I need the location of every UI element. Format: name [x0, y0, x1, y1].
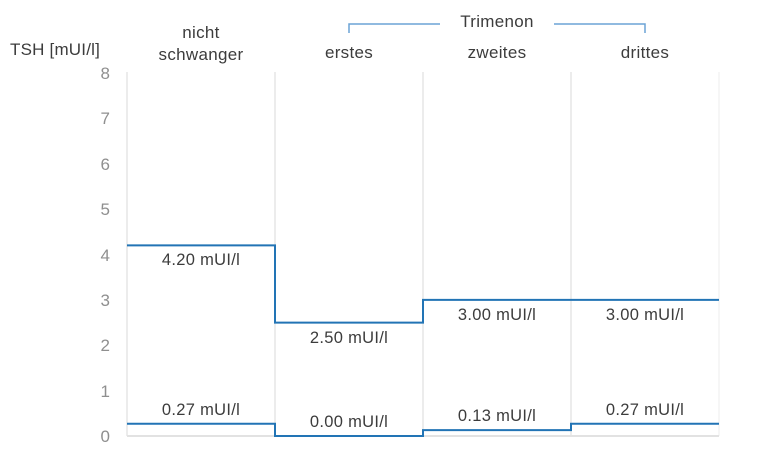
y-tick-label: 3 — [100, 290, 110, 310]
upper-limit-value-label: 2.50 mUI/l — [309, 328, 389, 347]
lower-limit-value-label: 0.27 mUI/l — [605, 400, 685, 419]
y-tick-label: 6 — [100, 154, 110, 174]
y-tick-label: 0 — [100, 427, 110, 446]
y-tick-label: 8 — [100, 64, 110, 83]
upper-limit-value-label: 4.20 mUI/l — [161, 251, 241, 270]
upper-limit-value-label: 3.00 mUI/l — [605, 305, 685, 324]
y-tick-label: 4 — [100, 245, 110, 265]
lower-limit-value-label: 0.27 mUI/l — [161, 400, 241, 419]
upper-limit-step-line — [127, 244, 719, 324]
y-tick-label: 7 — [100, 109, 110, 129]
column-header-drittes: drittes — [620, 43, 670, 62]
column-header-zweites: zweites — [467, 43, 527, 62]
column-header-nicht-schwanger: nicht schwanger — [158, 23, 244, 65]
upper-limit-value-label: 3.00 mUI/l — [457, 305, 537, 324]
trimenon-bracket-right — [554, 23, 646, 33]
y-tick-label: 5 — [100, 200, 110, 220]
y-tick-label: 2 — [100, 336, 110, 356]
trimenon-bracket-left — [348, 23, 440, 33]
lower-limit-value-label: 0.00 mUI/l — [309, 413, 389, 431]
y-axis-title: TSH [mUI/l] — [10, 40, 101, 59]
lower-limit-value-label: 0.13 mUI/l — [457, 407, 537, 426]
group-header-trimenon: Trimenon — [460, 12, 534, 31]
y-tick-label: 1 — [100, 381, 110, 401]
lower-limit-step-line — [127, 422, 719, 437]
column-header-erstes: erstes — [324, 43, 374, 62]
